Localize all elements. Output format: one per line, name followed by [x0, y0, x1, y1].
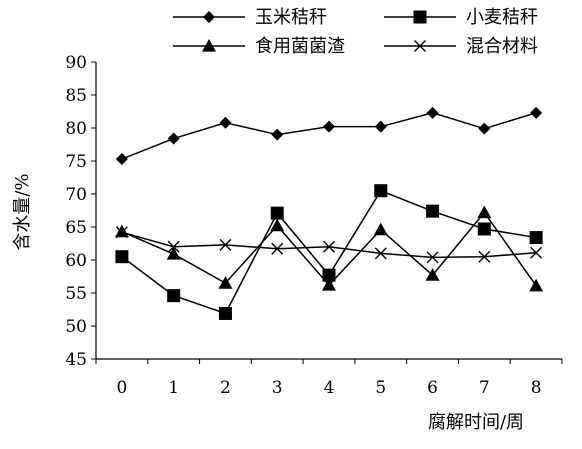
data-point	[530, 106, 543, 119]
data-point	[478, 250, 491, 263]
legend-marker	[413, 10, 427, 24]
data-point	[478, 122, 491, 135]
series-4	[115, 226, 543, 264]
x-tick-label: 8	[531, 378, 542, 398]
series-3	[114, 205, 544, 292]
x-tick-label: 3	[272, 378, 283, 398]
data-point	[115, 250, 129, 264]
legend-item: 小麦秸秆	[384, 7, 538, 28]
data-point	[167, 132, 180, 145]
series-line	[121, 112, 537, 160]
legend-marker	[202, 39, 216, 52]
x-tick-label: 2	[220, 378, 231, 398]
x-tick-label: 4	[324, 378, 335, 398]
data-point	[529, 278, 544, 292]
x-axis-title: 腐解时间/周	[428, 412, 524, 433]
x-ticks: 0 1 2 3 4 5 6 7 8	[95, 359, 563, 398]
y-tick-label: 55	[65, 284, 87, 304]
legend-marker	[203, 11, 215, 23]
data-point	[167, 289, 181, 303]
x-tick-label: 0	[116, 378, 127, 398]
data-point	[425, 268, 440, 281]
data-point	[219, 238, 232, 251]
legend-item: 玉米秸秆	[173, 7, 327, 28]
data-point	[271, 242, 284, 255]
series-1	[115, 106, 543, 166]
legend-label: 玉米秸秆	[255, 7, 327, 28]
axes	[95, 62, 562, 360]
data-point	[115, 153, 128, 166]
y-axis-title: 含水量/%	[12, 173, 33, 250]
y-ticks: 45 50 55 60 65 70 75 80 85 90	[65, 53, 96, 370]
data-point	[167, 240, 180, 253]
data-point	[322, 278, 336, 291]
y-tick-label: 60	[65, 251, 87, 271]
y-tick-label: 80	[65, 119, 87, 139]
data-point	[166, 247, 181, 260]
x-tick-label: 1	[168, 378, 179, 398]
data-point	[271, 128, 284, 141]
legend-marker	[414, 40, 426, 52]
legend-item: 混合材料	[384, 36, 538, 57]
legend-label: 混合材料	[466, 36, 538, 57]
data-point	[218, 306, 232, 320]
data-point	[323, 120, 335, 133]
data-point	[426, 106, 439, 119]
series-line	[121, 189, 537, 315]
y-tick-label: 65	[65, 218, 87, 238]
x-tick-label: 5	[375, 378, 386, 398]
legend-item: 食用菌菌渣	[173, 36, 345, 57]
data-point	[218, 276, 233, 289]
data-point	[322, 268, 336, 282]
legend-label: 小麦秸秆	[466, 7, 538, 28]
x-tick-label: 7	[479, 378, 490, 398]
legend-label: 食用菌菌渣	[255, 36, 345, 57]
y-tick-label: 75	[65, 152, 87, 172]
data-point	[374, 184, 388, 198]
x-tick-label: 6	[427, 378, 438, 398]
y-tick-label: 45	[65, 350, 87, 370]
data-point	[477, 222, 491, 236]
y-tick-label: 50	[65, 317, 87, 337]
series-2	[115, 184, 543, 320]
y-tick-label: 70	[65, 185, 87, 205]
data-point	[477, 205, 492, 219]
data-point	[529, 231, 543, 245]
data-point	[374, 120, 387, 133]
data-point	[373, 222, 388, 236]
data-point	[114, 224, 129, 238]
data-point	[219, 116, 232, 129]
y-tick-label: 90	[65, 53, 87, 73]
data-point	[115, 226, 128, 239]
y-tick-label: 85	[65, 86, 87, 106]
series-line	[121, 231, 537, 259]
data-point	[270, 206, 284, 220]
data-point	[270, 218, 285, 232]
series-layer	[114, 106, 544, 320]
data-point	[323, 240, 335, 253]
data-point	[374, 247, 387, 260]
data-point	[426, 251, 439, 264]
data-point	[426, 204, 440, 218]
data-point	[530, 246, 543, 259]
